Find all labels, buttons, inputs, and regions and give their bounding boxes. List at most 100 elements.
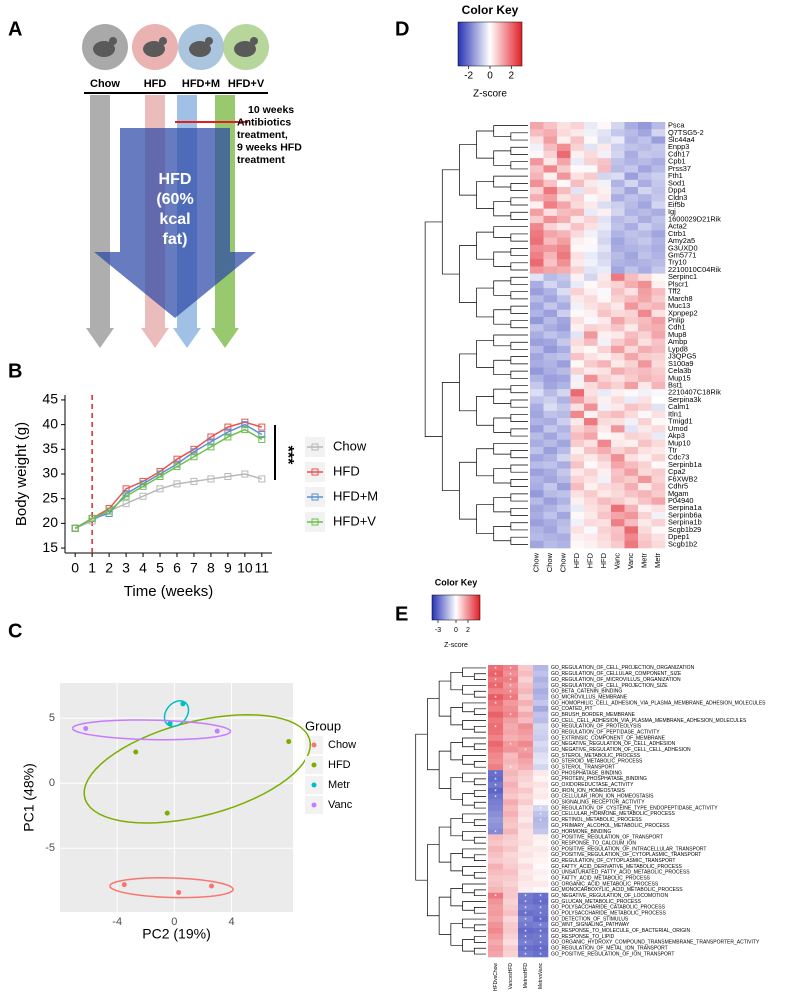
mouse-icon	[93, 41, 115, 57]
y-tick-label: 30	[42, 465, 58, 481]
column-label: HFD	[599, 552, 608, 568]
heatmap-cell	[557, 475, 571, 484]
heatmap-cell	[530, 403, 544, 412]
dendrogram	[493, 280, 511, 296]
heatmap-cell	[518, 851, 534, 859]
heatmap-cell	[518, 892, 534, 899]
heatmap-cell	[530, 237, 544, 246]
point	[207, 443, 215, 451]
heatmap-cell	[543, 497, 558, 505]
key-tick-label: 0	[487, 71, 493, 82]
heatmap-cell	[533, 875, 549, 882]
heatmap-cell	[557, 179, 571, 188]
heatmap-cell	[611, 122, 625, 130]
heatmap-cell	[624, 230, 639, 238]
heatmap-cell	[503, 805, 519, 812]
heatmap-cell	[488, 729, 504, 736]
heatmap-cell	[543, 266, 558, 274]
row-label: GO_NEGATIVE_REGULATION_OF_CELL_CELL_ADHE…	[551, 747, 691, 753]
heatmap-cell	[597, 215, 612, 224]
x-axis-title: Time (weeks)	[124, 583, 213, 600]
heatmap-cell	[597, 324, 612, 332]
heatmap-cell	[518, 700, 534, 707]
group-label: Chow	[90, 78, 120, 90]
heatmap-cell	[624, 425, 639, 433]
heatmap-cell	[584, 186, 598, 195]
x-tick-label: 1	[88, 560, 96, 576]
heatmap-cell	[557, 425, 571, 433]
dendrogram	[473, 947, 486, 955]
heatmap-cell	[503, 682, 519, 689]
heatmap-cell	[543, 396, 558, 404]
heatmap-cell	[503, 676, 519, 683]
heatmap-cell	[584, 172, 598, 181]
heatmap-cell	[488, 723, 504, 730]
heatmap-cell	[488, 700, 504, 707]
heatmap-cell	[533, 933, 549, 940]
heatmap-cell	[584, 259, 598, 267]
heatmap-cell	[624, 237, 639, 246]
heatmap-cell	[503, 816, 519, 823]
heatmap-cell	[570, 302, 585, 311]
heatmap-cell	[518, 705, 534, 713]
heatmap-cell	[530, 454, 544, 462]
dendrogram	[510, 493, 528, 502]
heatmap-cell	[597, 316, 612, 325]
dendrogram	[510, 370, 528, 379]
dendrogram	[510, 161, 528, 170]
dendrogram	[441, 169, 460, 275]
heatmap-cell	[488, 851, 504, 859]
heatmap-cell	[518, 881, 534, 888]
x-tick-label: 7	[190, 560, 198, 576]
heatmap-cell	[651, 345, 666, 354]
heatmap-cell	[488, 898, 504, 905]
row-label: GO_NEGATIVE_REGULATION_OF_LOCOMOTION	[551, 893, 668, 899]
heatmap-cell	[533, 816, 549, 823]
dendrogram	[510, 211, 528, 220]
heatmap-cell	[611, 475, 625, 484]
row-label: Xpnpep2	[668, 308, 698, 317]
heatmap-cell	[597, 526, 612, 534]
heatmap-cell	[543, 324, 558, 332]
heatmap-cell	[530, 374, 544, 383]
dendrogram	[438, 896, 451, 935]
heatmap-cell	[557, 150, 571, 159]
dendrogram	[438, 826, 451, 863]
heatmap-cell	[624, 360, 639, 368]
heatmap-cell	[570, 266, 585, 274]
heatmap-cell	[557, 526, 571, 534]
heatmap-cell	[638, 425, 652, 433]
heatmap-cell	[651, 223, 666, 231]
heatmap-cell	[597, 295, 612, 303]
heatmap-cell	[638, 454, 652, 462]
heatmap-cell	[570, 194, 585, 202]
heatmap-cell	[597, 410, 612, 419]
heatmap-cell	[557, 266, 571, 274]
heatmap-cell	[503, 828, 519, 835]
heatmap-cell	[543, 475, 558, 484]
heatmap-cell	[570, 454, 585, 462]
heatmap-cell	[530, 511, 544, 520]
row-label: Enpp3	[668, 142, 689, 151]
heatmap-cell	[530, 432, 544, 440]
point	[207, 438, 215, 446]
heatmap-cell	[533, 770, 549, 777]
heatmap-cell	[503, 758, 519, 765]
heatmap-cell	[518, 805, 534, 812]
heatmap-cell	[651, 122, 666, 130]
x-tick-label: 2	[105, 560, 113, 576]
heatmap-cell	[530, 165, 544, 173]
heatmap-cell	[488, 676, 504, 683]
y-axis-title: Body weight (g)	[13, 422, 30, 526]
heatmap-cell	[638, 331, 652, 339]
series-line	[74, 428, 263, 529]
heatmap-cell	[638, 439, 652, 448]
heatmap-cell	[503, 904, 519, 911]
heatmap-cell	[543, 295, 558, 303]
dendrogram	[493, 497, 511, 513]
heatmap-cell	[584, 288, 598, 296]
heatmap-cell	[488, 846, 504, 853]
heatmap-cell	[584, 143, 598, 152]
heatmap-cell	[570, 345, 585, 354]
heatmap-cell	[543, 519, 558, 527]
